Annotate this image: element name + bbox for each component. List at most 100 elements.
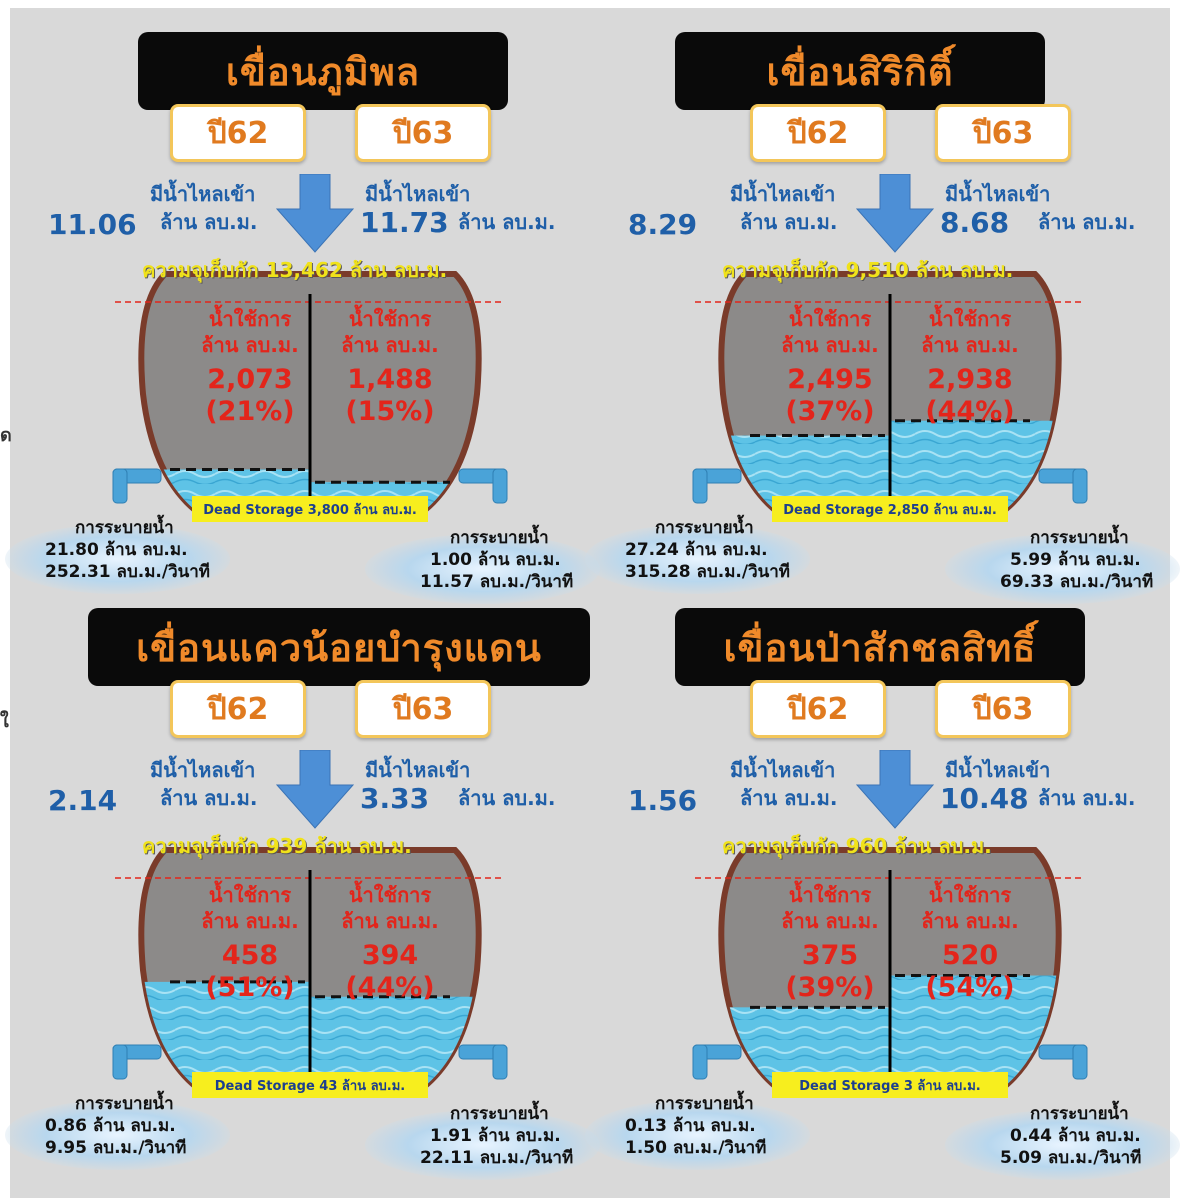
usable-63-label-line2: ล้าน ลบ.ม. bbox=[921, 909, 1019, 933]
usable-62-label-line1: น้ำใช้การ bbox=[788, 307, 872, 331]
inflow-62-value: 2.14 bbox=[48, 784, 118, 817]
dam-title: เขื่อนป่าสักชลสิทธิ์ bbox=[675, 608, 1085, 686]
usable-62-value: 375 bbox=[801, 940, 859, 971]
year-62-label: ปี62 bbox=[750, 104, 886, 162]
release-62-cms: 252.31 bbox=[45, 562, 111, 582]
inflow-63-value: 8.68 bbox=[940, 206, 1010, 239]
inflow-63-unit: ล้าน ลบ.ม. bbox=[1038, 210, 1136, 234]
usable-62-label-line2: ล้าน ลบ.ม. bbox=[781, 909, 879, 933]
edge-mark: ใ bbox=[0, 711, 9, 732]
dead-storage-label: Dead Storage 43 ล้าน ลบ.ม. bbox=[192, 1072, 428, 1098]
release-63-volume: 5.99 ล้าน ลบ.ม. bbox=[1010, 550, 1141, 571]
release-63-cms-unit: ลบ.ม./วินาที bbox=[1047, 1148, 1142, 1168]
water-splash-left bbox=[585, 524, 810, 594]
release-62-volume: 21.80 ล้าน ลบ.ม. bbox=[45, 540, 188, 561]
release-62-cms-unit: ลบ.ม./วินาที bbox=[672, 1138, 767, 1158]
usable-63-label-line1: น้ำใช้การ bbox=[348, 883, 432, 907]
dead-storage-label: Dead Storage 2,850 ล้าน ลบ.ม. bbox=[772, 496, 1008, 522]
release-62-rate: 252.31 ลบ.ม./วินาที bbox=[45, 562, 210, 583]
release-63-cms: 22.11 bbox=[420, 1148, 474, 1168]
release-63-label: การระบายน้ำ bbox=[1030, 528, 1129, 548]
water-splash-right bbox=[945, 1110, 1180, 1180]
dead-storage-label: Dead Storage 3 ล้าน ลบ.ม. bbox=[772, 1072, 1008, 1098]
storage-capacity: ความจุเก็บกัก 13,462 ล้าน ลบ.ม. bbox=[142, 258, 448, 282]
usable-62-value: 458 bbox=[221, 940, 279, 971]
release-62-label: การระบายน้ำ bbox=[75, 1094, 174, 1114]
release-63-rate: 22.11 ลบ.ม./วินาที bbox=[420, 1148, 573, 1169]
inflow-62-label: มีน้ำไหลเข้า bbox=[730, 182, 836, 206]
usable-62-value: 2,073 bbox=[207, 364, 293, 395]
inflow-62-value: 8.29 bbox=[628, 208, 698, 241]
dam-title: เขื่อนภูมิพล bbox=[138, 32, 508, 110]
inflow-62-label: มีน้ำไหลเข้า bbox=[150, 758, 256, 782]
release-62-mcm-unit: ล้าน ลบ.ม. bbox=[684, 540, 768, 560]
usable-63-percent: (54%) bbox=[925, 972, 1015, 1003]
inflow-63-label: มีน้ำไหลเข้า bbox=[365, 758, 471, 782]
usable-62-value-block: 458 (51%) bbox=[190, 940, 310, 1004]
release-62-cms-unit: ลบ.ม./วินาที bbox=[116, 562, 210, 582]
inflow-63-value: 10.48 bbox=[940, 782, 1029, 815]
storage-capacity: ความจุเก็บกัก 960 ล้าน ลบ.ม. bbox=[722, 834, 992, 858]
usable-63-value: 2,938 bbox=[927, 364, 1013, 395]
release-63-label: การระบายน้ำ bbox=[450, 1104, 549, 1124]
usable-62-percent: (37%) bbox=[785, 396, 875, 427]
inflow-62-unit: ล้าน ลบ.ม. bbox=[740, 210, 838, 234]
release-63-rate: 11.57 ลบ.ม./วินาที bbox=[420, 572, 573, 593]
release-63-mcm: 1.91 bbox=[430, 1126, 472, 1146]
usable-63-label-line1: น้ำใช้การ bbox=[928, 883, 1012, 907]
usable-63-value: 394 bbox=[361, 940, 419, 971]
release-62-cms-unit: ลบ.ม./วินาที bbox=[92, 1138, 187, 1158]
release-63-rate: 5.09 ลบ.ม./วินาที bbox=[1000, 1148, 1141, 1169]
release-63-mcm-unit: ล้าน ลบ.ม. bbox=[1057, 550, 1141, 570]
water-splash-left bbox=[5, 1100, 230, 1170]
reservoir-jar bbox=[112, 271, 508, 517]
release-63-volume: 0.44 ล้าน ลบ.ม. bbox=[1010, 1126, 1141, 1147]
inflow-62-unit: ล้าน ลบ.ม. bbox=[740, 786, 838, 810]
dam-title: เขื่อนสิริกิติ์ bbox=[675, 32, 1045, 110]
usable-62-label-line1: น้ำใช้การ bbox=[208, 883, 292, 907]
release-62-label: การระบายน้ำ bbox=[655, 1094, 754, 1114]
release-62-mcm-unit: ล้าน ลบ.ม. bbox=[672, 1116, 756, 1136]
release-63-mcm-unit: ล้าน ลบ.ม. bbox=[477, 1126, 561, 1146]
usable-63-value-block: 1,488 (15%) bbox=[330, 364, 450, 428]
dam-panel: เขื่อนป่าสักชลสิทธิ์ ปี62 ปี63 มีน้ำไหลเ… bbox=[585, 600, 1180, 1190]
release-62-mcm: 21.80 bbox=[45, 540, 99, 560]
usable-63-label: น้ำใช้การ ล้าน ลบ.ม. bbox=[905, 882, 1035, 934]
year-63-label: ปี63 bbox=[935, 104, 1071, 162]
reservoir-jar bbox=[692, 271, 1088, 517]
release-62-rate: 315.28 ลบ.ม./วินาที bbox=[625, 562, 790, 583]
usable-63-percent: (44%) bbox=[345, 972, 435, 1003]
usable-62-value-block: 2,073 (21%) bbox=[190, 364, 310, 428]
release-63-cms: 11.57 bbox=[420, 572, 474, 592]
release-62-rate: 9.95 ลบ.ม./วินาที bbox=[45, 1138, 186, 1159]
release-62-label: การระบายน้ำ bbox=[655, 518, 754, 538]
release-62-cms: 1.50 bbox=[625, 1138, 667, 1158]
usable-63-label: น้ำใช้การ ล้าน ลบ.ม. bbox=[325, 306, 455, 358]
release-62-mcm-unit: ล้าน ลบ.ม. bbox=[92, 1116, 176, 1136]
year-62-label: ปี62 bbox=[750, 680, 886, 738]
usable-63-label: น้ำใช้การ ล้าน ลบ.ม. bbox=[905, 306, 1035, 358]
usable-62-percent: (51%) bbox=[205, 972, 295, 1003]
release-62-cms: 315.28 bbox=[625, 562, 691, 582]
usable-63-value: 1,488 bbox=[347, 364, 433, 395]
year-63-label: ปี63 bbox=[355, 680, 491, 738]
inflow-arrow-icon bbox=[275, 750, 355, 829]
water-splash-left bbox=[5, 524, 230, 594]
usable-63-label: น้ำใช้การ ล้าน ลบ.ม. bbox=[325, 882, 455, 934]
release-63-mcm: 1.00 bbox=[430, 550, 472, 570]
release-63-cms-unit: ลบ.ม./วินาที bbox=[479, 1148, 574, 1168]
inflow-63-label: มีน้ำไหลเข้า bbox=[365, 182, 471, 206]
inflow-arrow-icon bbox=[855, 174, 935, 253]
year-62-label: ปี62 bbox=[170, 680, 306, 738]
usable-62-value-block: 375 (39%) bbox=[770, 940, 890, 1004]
inflow-63-label: มีน้ำไหลเข้า bbox=[945, 758, 1051, 782]
usable-62-label: น้ำใช้การ ล้าน ลบ.ม. bbox=[185, 306, 315, 358]
release-62-volume: 0.13 ล้าน ลบ.ม. bbox=[625, 1116, 756, 1137]
inflow-62-unit: ล้าน ลบ.ม. bbox=[160, 210, 258, 234]
usable-62-percent: (21%) bbox=[205, 396, 295, 427]
usable-63-value-block: 2,938 (44%) bbox=[910, 364, 1030, 428]
release-63-mcm: 0.44 bbox=[1010, 1126, 1052, 1146]
usable-62-percent: (39%) bbox=[785, 972, 875, 1003]
inflow-63-unit: ล้าน ลบ.ม. bbox=[458, 786, 556, 810]
inflow-63-unit: ล้าน ลบ.ม. bbox=[458, 210, 556, 234]
